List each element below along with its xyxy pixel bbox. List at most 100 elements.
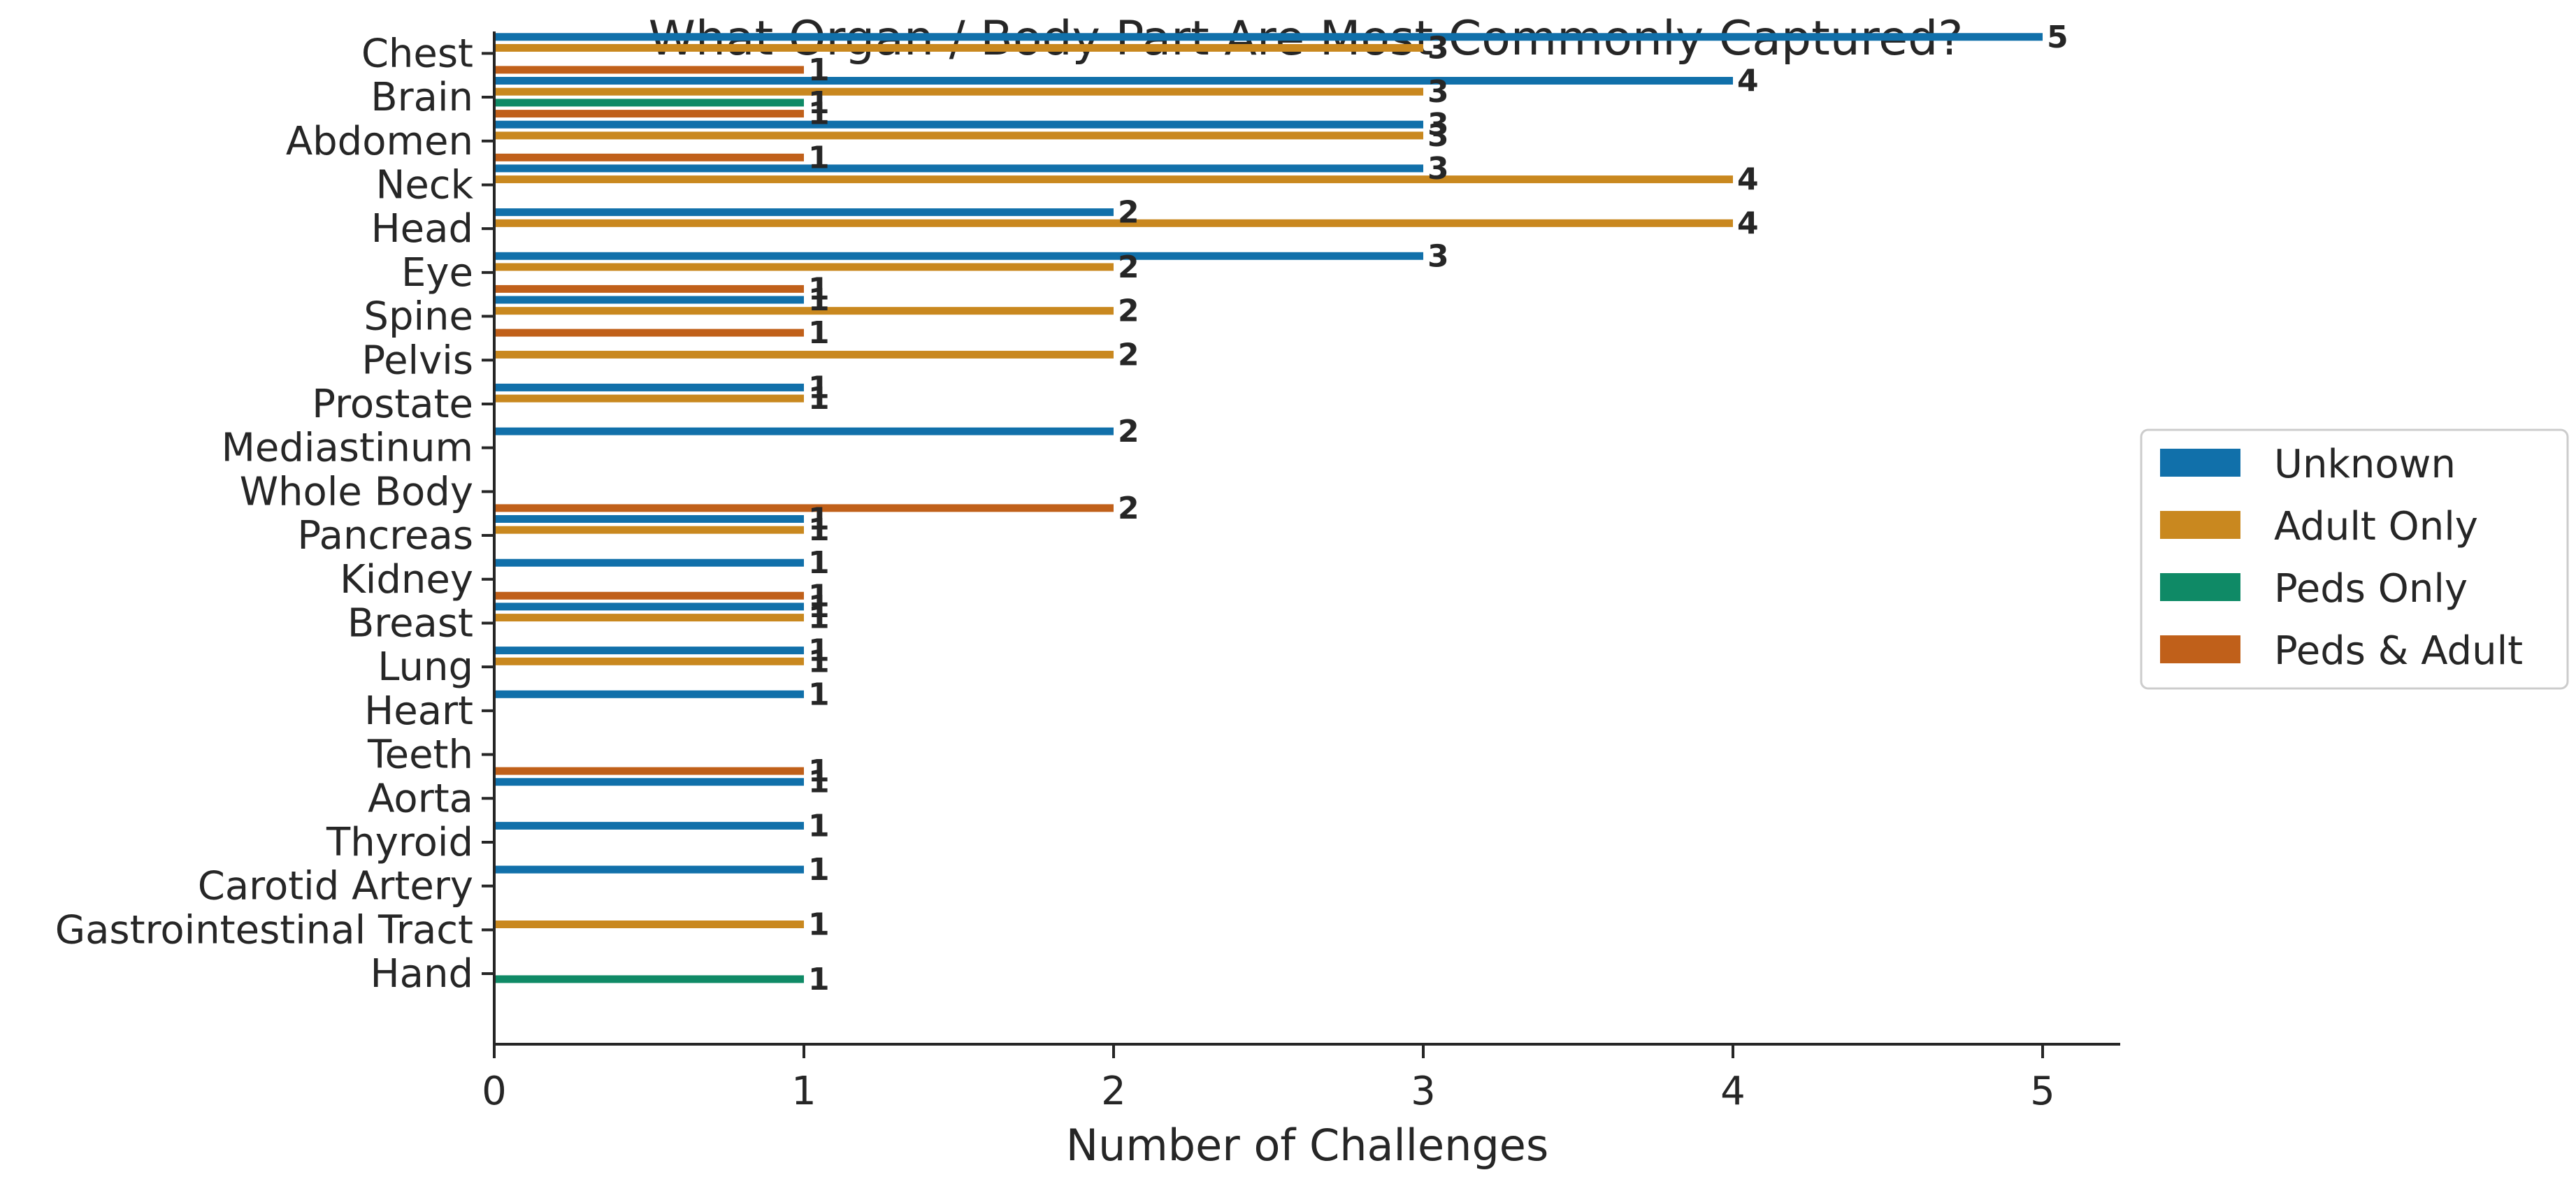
data-label: 1 (808, 808, 830, 844)
legend-swatch (2160, 573, 2240, 601)
y-tick-label: Heart (364, 688, 473, 734)
data-label: 2 (1118, 491, 1139, 526)
data-label: 1 (808, 282, 830, 318)
data-label: 4 (1737, 64, 1759, 99)
y-tick-label: Gastrointestinal Tract (55, 907, 473, 953)
x-tick-label: 2 (1101, 1069, 1126, 1114)
bar (494, 383, 804, 391)
y-tick-label: Aorta (368, 776, 473, 821)
bar (494, 252, 1423, 260)
y-tick-label: Neck (375, 162, 473, 208)
data-label: 1 (808, 852, 830, 888)
data-label: 2 (1118, 337, 1139, 373)
y-tick-label: Mediastinum (222, 426, 473, 471)
y-tick-label: Whole Body (240, 469, 473, 514)
bar (494, 87, 1423, 96)
bar (494, 647, 804, 655)
data-label: 1 (808, 578, 830, 614)
data-label: 2 (1118, 294, 1139, 329)
bar (494, 504, 1114, 512)
bar (494, 767, 804, 775)
data-label: 1 (808, 765, 830, 800)
y-tick-label: Kidney (340, 557, 473, 602)
y-tick-label: Breast (347, 600, 473, 646)
data-label: 1 (808, 589, 830, 625)
bar (494, 99, 804, 107)
bar (494, 427, 1114, 435)
bar (494, 602, 804, 611)
data-label: 4 (1737, 205, 1759, 241)
y-tick-label: Thyroid (326, 820, 473, 865)
data-label: 1 (808, 962, 830, 997)
bar (494, 44, 1423, 52)
y-tick-label: Abdomen (286, 119, 473, 164)
data-label: 1 (808, 271, 830, 307)
data-label: 3 (1427, 118, 1449, 154)
y-tick-label: Pancreas (297, 513, 473, 558)
x-axis: 0 1 2 3 4 5 (482, 1043, 2120, 1114)
data-label: 3 (1427, 107, 1449, 143)
y-tick-label: Spine (364, 294, 473, 340)
y-tick-label: Lung (377, 644, 473, 690)
bar (494, 614, 804, 622)
bar (494, 110, 804, 118)
data-label: 2 (1118, 195, 1139, 231)
bar (494, 153, 804, 161)
bar (494, 591, 804, 600)
data-label: 1 (808, 512, 830, 548)
data-label: 1 (808, 677, 830, 712)
bar (494, 77, 1733, 85)
data-label: 1 (808, 96, 830, 132)
bar (494, 865, 804, 874)
legend: Unknown Adult Only Peds Only Peds & Adult (2140, 428, 2569, 690)
x-tick-label: 3 (1411, 1069, 1436, 1114)
legend-item-label: Adult Only (2274, 504, 2478, 549)
bar (494, 66, 804, 74)
bar (494, 284, 804, 293)
bar (494, 296, 804, 304)
data-label: 1 (808, 545, 830, 581)
data-label: 1 (808, 600, 830, 636)
y-tick-label: Eye (401, 250, 473, 296)
bar (494, 921, 804, 928)
bar (494, 164, 1423, 173)
data-label: 1 (808, 381, 830, 417)
data-label: 1 (808, 370, 830, 405)
x-tick-label: 1 (791, 1069, 816, 1114)
y-tick-label: Brain (370, 75, 473, 120)
bar (494, 263, 1114, 271)
data-label: 3 (1427, 238, 1449, 274)
y-tick-label: Head (371, 206, 473, 252)
legend-frame (2140, 428, 2569, 690)
bar (494, 394, 804, 403)
bar (494, 558, 804, 567)
bar (494, 526, 804, 534)
y-axis: ChestBrainAbdomenNeckHeadEyeSpinePelvisP… (55, 31, 496, 1044)
bar (494, 350, 1114, 359)
legend-item-label: Peds Only (2274, 566, 2468, 612)
legend-swatch (2160, 449, 2240, 477)
x-tick-label: 4 (1720, 1069, 1746, 1114)
bar (494, 33, 2043, 41)
data-label: 1 (808, 644, 830, 679)
bar (494, 131, 1423, 140)
legend-swatch (2160, 635, 2240, 663)
bar (494, 690, 804, 698)
data-label: 1 (808, 85, 830, 121)
data-label: 3 (1427, 74, 1449, 110)
y-tick-label: Pelvis (361, 338, 473, 383)
x-axis-label: Number of Challenges (1066, 1120, 1549, 1171)
y-tick-label: Hand (370, 951, 473, 997)
bar (494, 307, 1114, 315)
data-label: 2 (1118, 414, 1139, 449)
data-label: 1 (808, 315, 830, 351)
bars-layer (494, 33, 2043, 983)
data-label: 1 (808, 753, 830, 789)
data-label: 1 (808, 907, 830, 943)
data-label: 2 (1118, 250, 1139, 285)
data-label: 1 (808, 52, 830, 88)
bar (494, 657, 804, 665)
x-tick-label: 0 (482, 1069, 507, 1114)
data-label: 4 (1737, 162, 1759, 198)
